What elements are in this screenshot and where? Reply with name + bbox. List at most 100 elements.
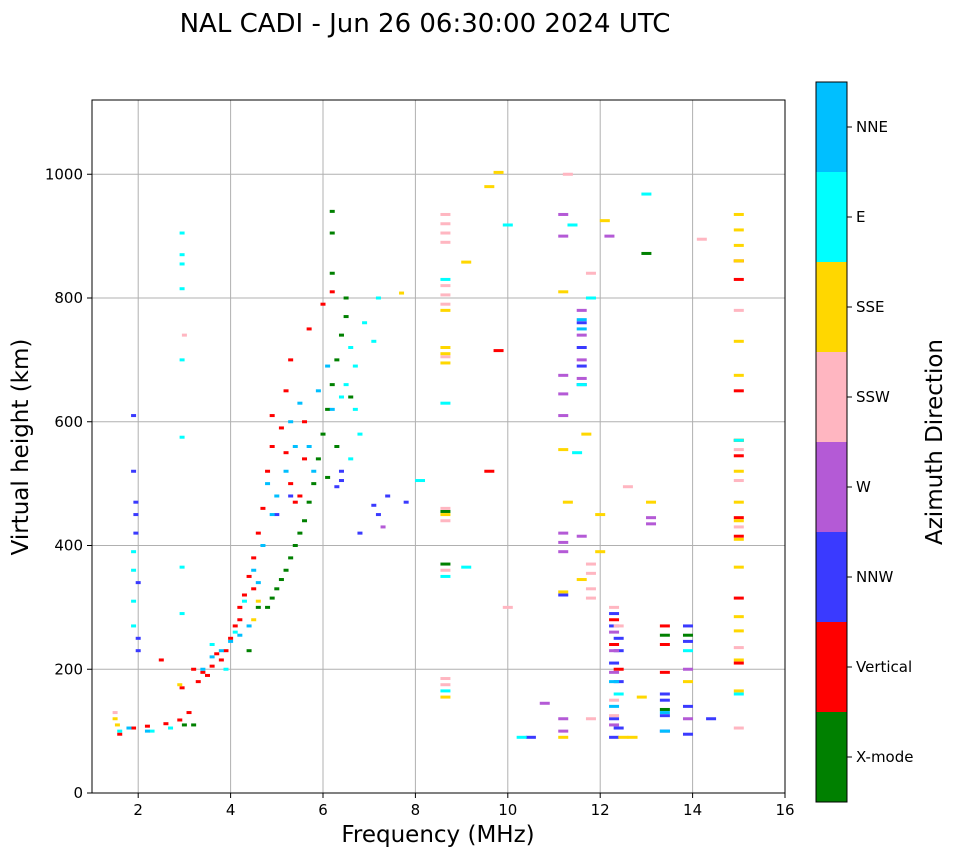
data-point [576,308,587,312]
data-point [112,711,118,715]
data-point [357,531,363,535]
data-point [274,587,280,591]
data-point [320,302,326,306]
data-point [325,364,331,368]
data-point [585,296,596,300]
data-point [585,717,596,721]
data-point [338,479,344,483]
data-point [440,352,451,356]
data-point [613,692,624,696]
data-point [205,673,210,677]
chart-title: NAL CADI - Jun 26 06:30:00 2024 UTC [180,9,671,39]
data-point [558,735,569,739]
data-point [659,624,670,628]
data-point [576,333,587,337]
data-point [292,544,298,547]
data-point [329,383,335,387]
data-marks [112,170,744,739]
data-point [682,704,693,708]
data-point [440,695,451,699]
data-point [558,234,569,238]
data-point [302,519,308,523]
data-point [195,680,201,684]
data-point [269,414,275,418]
data-point [659,698,670,702]
y-tick-label: 400 [54,537,83,555]
colorbar-swatch [816,622,847,712]
data-point [306,327,312,331]
data-point [567,223,578,227]
data-point [733,534,744,538]
data-point [311,482,317,486]
data-point [440,509,451,513]
data-point [126,726,132,730]
data-point [274,494,280,498]
data-point [599,219,610,223]
data-point [558,717,569,721]
data-point [440,361,451,365]
data-point [297,401,303,405]
data-point [179,565,185,569]
colorbar-category-label: NNW [856,568,893,586]
y-tick-label: 1000 [45,165,83,183]
data-point [179,231,185,235]
data-point [131,599,137,603]
data-point [288,420,294,424]
data-point [334,445,340,448]
data-point [135,636,141,640]
data-point [484,185,495,189]
data-point [181,723,187,727]
data-point [179,435,185,439]
data-point [609,643,620,646]
data-point [255,605,261,609]
data-point [558,729,569,733]
data-point [214,652,220,656]
data-point [576,364,587,368]
colorbar-category-label: SSE [856,298,885,316]
data-point [251,618,257,622]
data-point [440,355,451,359]
colorbar-category-label: SSW [856,388,890,406]
data-point [117,732,123,736]
data-point [246,574,252,578]
data-point [659,707,670,711]
data-point [558,540,569,544]
data-point [609,649,620,653]
data-point [177,683,183,687]
colorbar-category-label: E [856,208,865,226]
series-sse [112,170,744,739]
data-point [493,170,504,174]
data-point [371,339,377,343]
x-tick-label: 10 [498,801,517,819]
data-point [246,649,252,653]
series-w [380,212,693,733]
data-point [329,209,335,213]
data-point [576,534,587,538]
data-point [265,605,271,609]
data-point [609,618,620,622]
data-point [302,457,308,461]
data-point [131,469,137,473]
data-point [609,698,620,702]
data-point [334,485,340,489]
x-tick-label: 16 [775,801,794,819]
data-point [251,556,257,560]
y-tick-label: 600 [54,413,83,431]
data-point [682,717,693,721]
data-point [255,599,261,603]
y-tick-label: 0 [73,784,83,802]
data-point [352,364,358,368]
data-point [733,500,744,504]
data-point [733,692,744,696]
data-point [595,550,606,554]
data-point [260,544,266,547]
data-point [659,711,670,715]
data-point [558,212,569,216]
data-point [641,251,652,255]
data-point [218,658,224,662]
data-point [604,234,615,238]
data-point [246,624,252,628]
colorbar-swatch [816,172,847,262]
data-point [706,717,717,721]
data-point [274,513,280,517]
